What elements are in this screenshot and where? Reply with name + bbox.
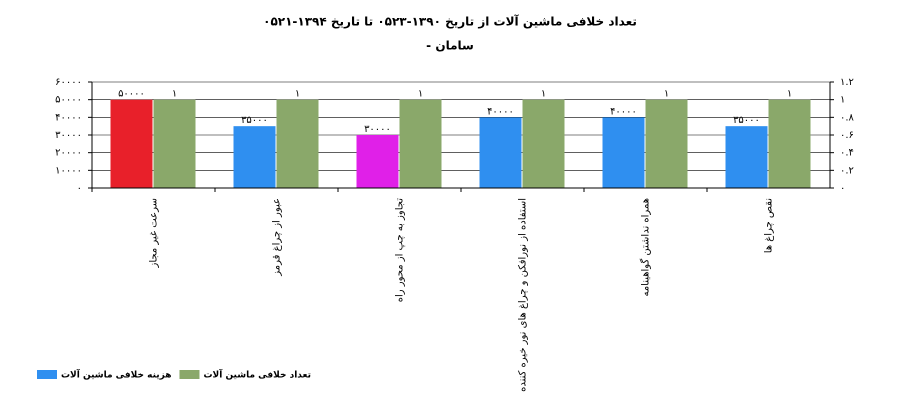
bar [233, 126, 276, 188]
y-tick-label: ۴۰۰۰۰ [55, 112, 82, 123]
value-label: ۱ [295, 89, 300, 100]
x-tick-label: نقص چراغ ها [764, 198, 775, 253]
y-tick-label: ۶۰۰۰۰ [55, 77, 82, 88]
x-tick-label: همراه نداشتن گواهینامه [640, 198, 652, 297]
y-tick-label: ۵۰۰۰۰ [55, 95, 82, 106]
bar [399, 99, 442, 188]
bar [768, 99, 811, 188]
value-label: ۱ [664, 89, 669, 100]
value-label: ۱ [172, 89, 177, 100]
bar [356, 135, 399, 188]
bar [725, 126, 768, 188]
x-tick-label: عبور از چراغ قرمز [272, 198, 283, 277]
legend-label: تعداد خلافی ماشین آلات [203, 369, 311, 381]
x-tick-label: سرعت غیر مجاز [149, 198, 160, 269]
bar [110, 99, 153, 188]
bar [153, 99, 196, 188]
legend-swatch [37, 370, 57, 379]
value-label: ۴۰۰۰۰ [487, 106, 514, 117]
y2-tick-label: ۱.۲ [840, 77, 854, 88]
y-tick-label: ۳۰۰۰۰ [55, 130, 82, 141]
bar [645, 99, 688, 188]
legend-label: هزینه خلافی ماشین آلات [61, 369, 171, 381]
y2-tick-label: ۱ [840, 95, 845, 106]
bar [479, 117, 522, 188]
bar [276, 99, 319, 188]
value-label: ۵۰۰۰۰ [118, 89, 145, 100]
y2-tick-label: ۰.۲ [840, 165, 854, 176]
y-tick-label: ۰ [77, 183, 82, 194]
legend-swatch [179, 370, 200, 379]
y-tick-label: ۲۰۰۰۰ [55, 148, 82, 159]
y2-tick-label: ۰.۴ [840, 148, 854, 159]
bar [602, 117, 645, 188]
value-label: ۳۰۰۰۰ [364, 124, 391, 135]
x-tick-label: تجاوز به چپ از محور راه [395, 198, 406, 302]
value-label: ۱ [787, 89, 792, 100]
y2-tick-label: ۰ [840, 183, 845, 194]
y-tick-label: ۱۰۰۰۰ [55, 165, 82, 176]
bar [522, 99, 565, 188]
value-label: ۱ [541, 89, 546, 100]
value-label: ۱ [418, 89, 423, 100]
value-label: ۳۵۰۰۰ [241, 115, 268, 126]
chart-subtitle: - سامان [426, 39, 474, 53]
value-label: ۴۰۰۰۰ [610, 106, 637, 117]
y2-tick-label: ۰.۸ [840, 112, 855, 123]
x-tick-label: استفاده از نورافکن و چراغ های نور خیره ک… [518, 198, 529, 392]
chart-title: تعداد خلافی ماشین آلات از تاریخ ۱۳۹۰-۰۵۲… [263, 14, 637, 29]
value-label: ۳۵۰۰۰ [733, 115, 760, 126]
y2-tick-label: ۰.۶ [840, 130, 854, 141]
